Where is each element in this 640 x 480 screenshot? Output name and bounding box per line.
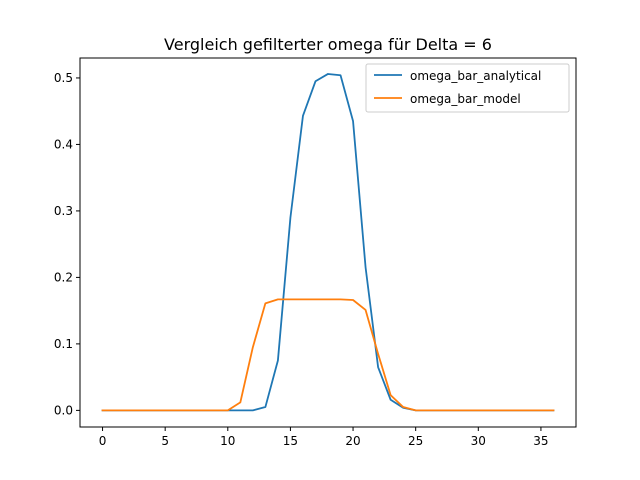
x-tick-label: 20 bbox=[345, 434, 360, 448]
y-tick-label: 0.0 bbox=[54, 403, 73, 417]
legend-label-analytical: omega_bar_analytical bbox=[410, 69, 541, 83]
y-tick-label: 0.5 bbox=[54, 71, 73, 85]
legend-label-model: omega_bar_model bbox=[410, 92, 521, 106]
y-axis: 0.0 0.1 0.2 0.3 0.4 0.5 bbox=[54, 71, 80, 417]
x-tick-label: 15 bbox=[283, 434, 298, 448]
x-tick-label: 0 bbox=[99, 434, 107, 448]
series-line-omega-bar-model bbox=[101, 298, 555, 412]
plot-area bbox=[80, 58, 576, 427]
chart-title: Vergleich gefilterter omega für Delta = … bbox=[164, 35, 492, 54]
y-tick-label: 0.2 bbox=[54, 270, 73, 284]
plot-frame bbox=[79, 57, 577, 428]
x-tick-label: 10 bbox=[220, 434, 235, 448]
x-tick-label: 35 bbox=[533, 434, 548, 448]
y-tick-label: 0.1 bbox=[54, 337, 73, 351]
x-tick-label: 5 bbox=[161, 434, 169, 448]
legend-box bbox=[365, 63, 570, 113]
x-tick-label: 30 bbox=[471, 434, 486, 448]
y-tick-label: 0.4 bbox=[54, 137, 73, 151]
legend: omega_bar_analytical omega_bar_model bbox=[365, 63, 570, 113]
series-lines bbox=[101, 73, 555, 412]
x-tick-label: 25 bbox=[408, 434, 423, 448]
y-tick-label: 0.3 bbox=[54, 204, 73, 218]
x-axis: 0 5 10 15 20 25 30 35 bbox=[99, 427, 549, 448]
